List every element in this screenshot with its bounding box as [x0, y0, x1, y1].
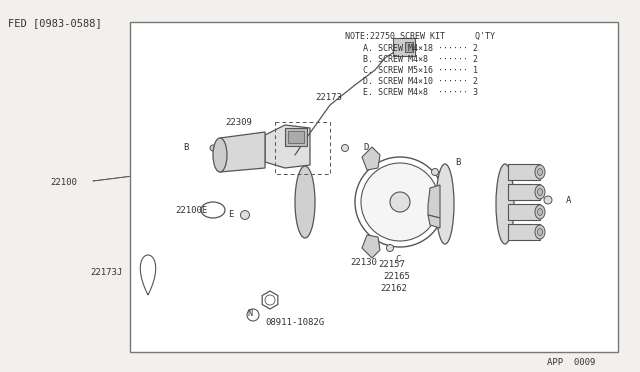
- Ellipse shape: [387, 244, 394, 251]
- Text: D. SCREW M4×10 ······ 2: D. SCREW M4×10 ······ 2: [363, 77, 478, 86]
- Polygon shape: [428, 185, 440, 218]
- Ellipse shape: [295, 166, 315, 238]
- Text: B: B: [183, 143, 188, 152]
- Ellipse shape: [241, 211, 250, 219]
- Bar: [405, 42, 413, 52]
- Polygon shape: [428, 215, 440, 228]
- Text: D: D: [363, 143, 369, 152]
- Polygon shape: [440, 160, 510, 248]
- Text: 22165: 22165: [383, 272, 410, 281]
- Ellipse shape: [342, 144, 349, 151]
- Text: 22162: 22162: [380, 284, 407, 293]
- Polygon shape: [265, 125, 310, 168]
- Text: 22309: 22309: [225, 118, 252, 127]
- Ellipse shape: [265, 295, 275, 305]
- Text: 22173: 22173: [315, 93, 342, 102]
- Ellipse shape: [436, 164, 454, 244]
- Polygon shape: [300, 160, 410, 245]
- Text: FED [0983-0588]: FED [0983-0588]: [8, 18, 102, 28]
- Text: 08911-1082G: 08911-1082G: [265, 318, 324, 327]
- Bar: [288, 131, 304, 143]
- Ellipse shape: [213, 138, 227, 172]
- Text: B: B: [455, 158, 460, 167]
- Ellipse shape: [431, 169, 438, 176]
- Ellipse shape: [230, 143, 244, 153]
- Bar: [130, 22, 618, 352]
- Text: E. SCREW M4×8  ······ 3: E. SCREW M4×8 ······ 3: [363, 88, 478, 97]
- Ellipse shape: [535, 225, 545, 239]
- Bar: [508, 164, 540, 180]
- Bar: [508, 184, 540, 200]
- Text: NOTE:22750 SCREW KIT      Q'TY: NOTE:22750 SCREW KIT Q'TY: [345, 32, 495, 41]
- Text: 22130: 22130: [350, 258, 377, 267]
- Polygon shape: [220, 132, 265, 172]
- Ellipse shape: [538, 208, 543, 215]
- Ellipse shape: [355, 157, 445, 247]
- Ellipse shape: [361, 163, 439, 241]
- Polygon shape: [362, 235, 380, 258]
- Text: N: N: [248, 308, 253, 317]
- Bar: [393, 38, 415, 56]
- Ellipse shape: [390, 192, 410, 212]
- Text: 22100E: 22100E: [175, 206, 207, 215]
- Ellipse shape: [247, 309, 259, 321]
- Text: C: C: [395, 255, 401, 264]
- Text: 22157: 22157: [378, 260, 405, 269]
- Text: A: A: [566, 196, 572, 205]
- Bar: [508, 224, 540, 240]
- Ellipse shape: [538, 228, 543, 235]
- Text: 22173J: 22173J: [90, 268, 122, 277]
- Ellipse shape: [535, 165, 545, 179]
- Text: APP  0009: APP 0009: [547, 358, 595, 367]
- Ellipse shape: [496, 164, 514, 244]
- Polygon shape: [362, 147, 380, 170]
- Ellipse shape: [544, 196, 552, 204]
- Text: 22100: 22100: [50, 178, 77, 187]
- Ellipse shape: [535, 185, 545, 199]
- Bar: [508, 204, 540, 220]
- Text: B. SCREW M4×8  ······ 2: B. SCREW M4×8 ······ 2: [363, 55, 478, 64]
- Polygon shape: [262, 291, 278, 309]
- Text: A. SCREW M4×18 ······ 2: A. SCREW M4×18 ······ 2: [363, 44, 478, 53]
- Ellipse shape: [538, 169, 543, 176]
- Text: C. SCREW M5×16 ······ 1: C. SCREW M5×16 ······ 1: [363, 66, 478, 75]
- Ellipse shape: [201, 202, 225, 218]
- Bar: [275, 122, 330, 174]
- Bar: [285, 128, 307, 146]
- Ellipse shape: [538, 189, 543, 196]
- Polygon shape: [295, 155, 440, 240]
- Polygon shape: [140, 255, 156, 295]
- Ellipse shape: [535, 205, 545, 219]
- Text: E: E: [228, 210, 234, 219]
- Ellipse shape: [210, 145, 216, 151]
